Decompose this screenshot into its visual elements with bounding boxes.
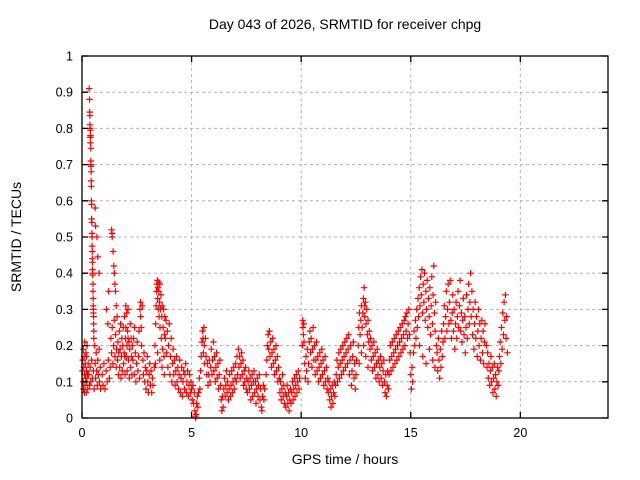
x-tick-label: 5 [188, 426, 195, 440]
y-tick-label: 0.6 [56, 194, 73, 208]
x-tick-label: 15 [404, 426, 418, 440]
data-points [79, 85, 511, 422]
x-tick-label: 0 [79, 426, 86, 440]
x-axis-label: GPS time / hours [291, 451, 399, 467]
y-tick-label: 0.3 [56, 303, 73, 317]
y-tick-label: 0.9 [56, 86, 73, 100]
tick-marks [81, 55, 608, 419]
y-tick-label: 0.4 [56, 267, 73, 281]
y-tick-label: 1 [66, 50, 73, 64]
y-tick-label: 0.7 [56, 158, 73, 172]
y-tick-label: 0.5 [56, 231, 73, 245]
chart-title: Day 043 of 2026, SRMTID for receiver chp… [208, 16, 482, 32]
x-tick-label: 20 [513, 426, 527, 440]
y-tick-label: 0.8 [56, 122, 73, 136]
y-tick-label: 0.1 [56, 375, 73, 389]
x-tick-label: 10 [294, 426, 308, 440]
y-tick-label: 0 [66, 412, 73, 426]
grid-lines [82, 56, 608, 418]
y-tick-label: 0.2 [56, 339, 73, 353]
